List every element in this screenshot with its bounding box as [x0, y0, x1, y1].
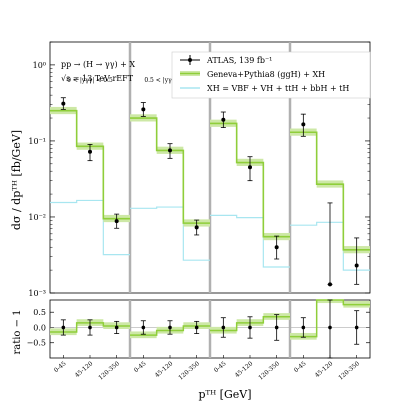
ratio-point — [328, 325, 332, 330]
legend-atlas: ATLAS, 139 fb⁻¹ — [206, 56, 272, 65]
x-tick-label: 120-350 — [177, 360, 201, 382]
x-tick-label: 0-45 — [213, 360, 228, 374]
xh-step-line — [50, 199, 130, 256]
energy-label: √s = 13 TeV rEFT — [61, 74, 134, 83]
atlas-point — [354, 263, 359, 268]
y-axis-label: dσ / dpᵀᴴ [fb/GeV] — [10, 130, 23, 230]
x-tick-label: 45-120 — [74, 360, 95, 379]
xh-step-line — [210, 214, 290, 268]
x-tick-label: 0-45 — [293, 360, 308, 374]
ratio-panel: 0.50.0−0.50-45 45-120 120-350 0-45 45-120 120… — [27, 299, 371, 382]
legend-xh: XH = VBF + VH + ttH + bbH + tH — [207, 84, 349, 93]
atlas-point — [221, 117, 226, 122]
ratio-point — [274, 325, 279, 330]
atlas-point — [88, 149, 92, 154]
atlas-point — [248, 165, 252, 170]
legend-geneva: Geneva+Pythia8 (ggH) + XH — [207, 70, 325, 79]
y-tick-label: 10⁰ — [33, 61, 46, 70]
ratio-point — [221, 325, 226, 330]
geneva-step-line — [290, 131, 370, 251]
atlas-point — [301, 122, 306, 127]
ratio-point — [114, 325, 119, 330]
ratio-tick-label: −0.5 — [27, 339, 46, 348]
process-label: pp → (H → γγ) + X — [61, 60, 135, 69]
x-tick-label: 45-120 — [234, 360, 255, 379]
atlas-point — [168, 148, 172, 153]
ratio-point — [88, 325, 92, 330]
y-tick-label: 10⁻² — [28, 213, 46, 222]
ratio-point — [61, 325, 66, 330]
ratio-tick-label: 0.5 — [33, 308, 46, 317]
x-tick-label: 45-120 — [154, 360, 175, 379]
y-tick-label: 10⁻¹ — [28, 137, 46, 146]
y-tick-label: 10⁻³ — [28, 289, 46, 298]
legend-box — [171, 51, 371, 99]
x-tick-label: 120-350 — [97, 360, 121, 382]
ratio-point — [354, 325, 359, 330]
legend-atlas-point — [188, 58, 192, 62]
atlas-point — [328, 282, 332, 287]
atlas-point — [61, 101, 66, 106]
ratio-point — [248, 325, 252, 330]
x-tick-label: 0-45 — [53, 360, 68, 374]
atlas-point — [274, 245, 279, 250]
x-tick-label: 45-120 — [314, 360, 335, 379]
ratio-point — [141, 325, 146, 330]
x-tick-label: 120-350 — [337, 360, 361, 382]
x-tick-label: 0-45 — [133, 360, 148, 374]
atlas-point — [114, 219, 119, 224]
xh-step-line — [130, 206, 210, 261]
ratio-axis-label: ratio − 1 — [12, 309, 23, 354]
x-tick-label: 120-350 — [257, 360, 281, 382]
region-label: 0.5 < |yγγ| < 1.0 — [144, 77, 196, 84]
x-axis-label: pᵀᴴ [GeV] — [198, 388, 251, 401]
atlas-point — [141, 107, 146, 112]
ratio-tick-label: 0.0 — [33, 323, 46, 332]
ratio-point — [301, 325, 306, 330]
ratio-point — [194, 325, 199, 330]
ratio-point — [168, 325, 172, 330]
atlas-point — [194, 225, 199, 230]
region-label: 0 < |yγγ| < 0.5 — [67, 77, 113, 84]
